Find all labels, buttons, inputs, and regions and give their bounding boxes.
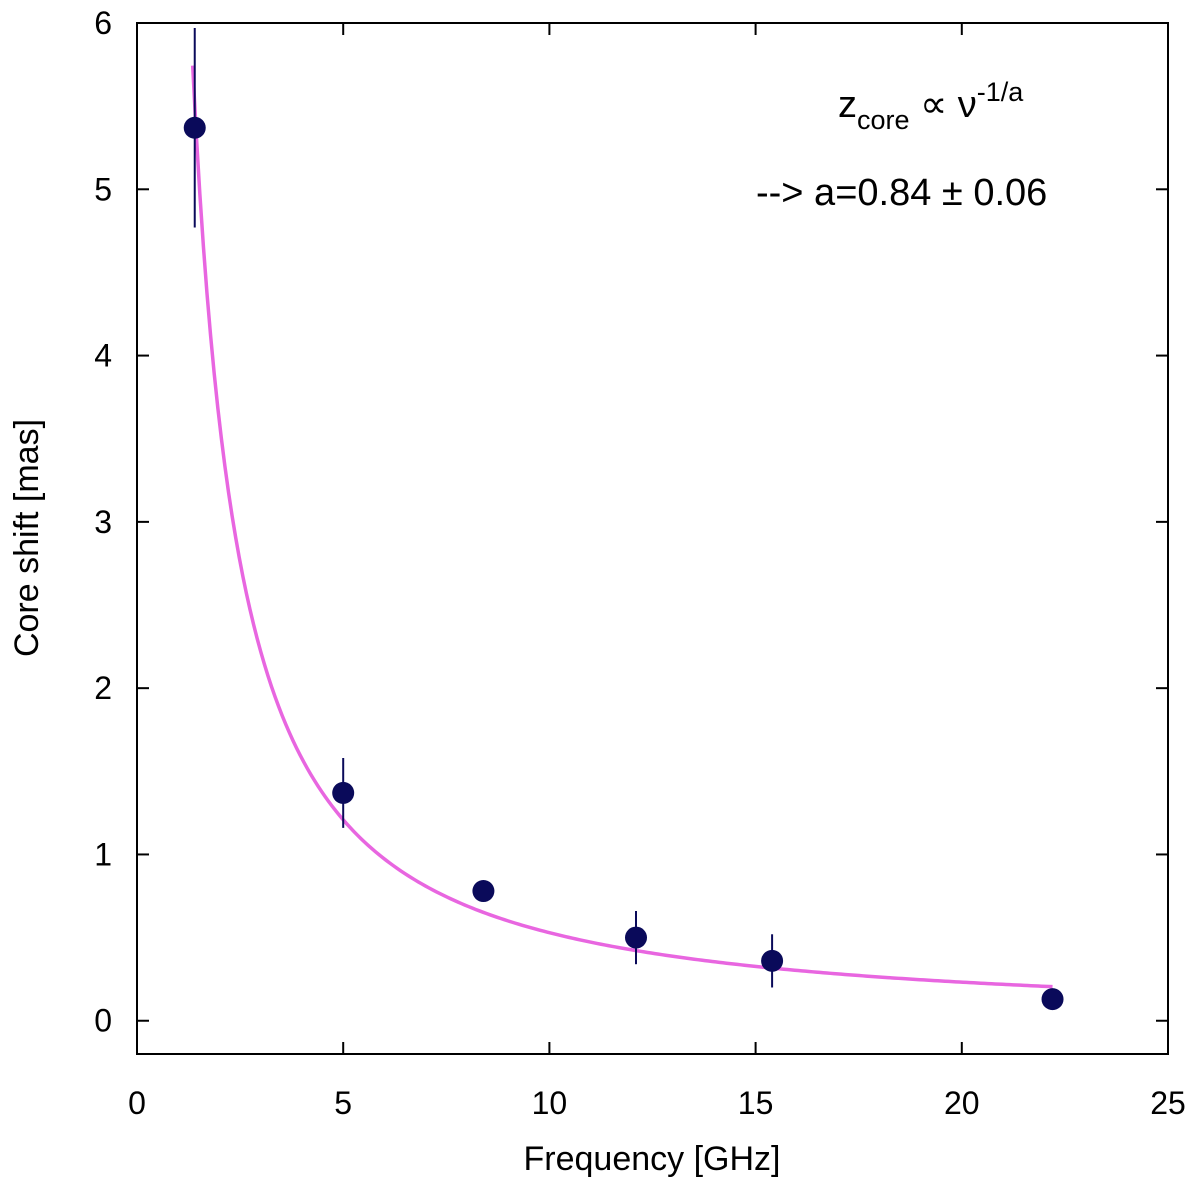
axis-tick-labels: 0 5 10 15 20 25 0 1 2 3 4 5 6 <box>94 5 1186 1121</box>
x-axis-label: Frequency [GHz] <box>524 1140 781 1178</box>
y-tick-label: 1 <box>94 836 112 872</box>
data-point <box>761 949 784 972</box>
formula-superscript: -1/a <box>977 77 1025 107</box>
formula-proportional: ∝ ν <box>910 84 977 126</box>
y-tick-label: 6 <box>94 5 112 41</box>
data-point <box>183 116 206 139</box>
y-tick-label: 0 <box>94 1003 112 1039</box>
axis-ticks <box>136 22 1169 1054</box>
plot-frame <box>136 22 1169 1055</box>
data-point <box>1041 988 1064 1011</box>
data-point <box>472 880 495 903</box>
x-tick-label: 20 <box>944 1085 980 1121</box>
y-tick-label: 5 <box>94 171 112 207</box>
formula-main: z <box>838 84 857 126</box>
formula-annotation: zcore ∝ ν-1/a <box>838 77 1024 135</box>
fit-curve <box>190 65 1053 989</box>
y-tick-label: 4 <box>94 338 112 374</box>
data-points <box>183 27 1064 1011</box>
y-tick-label: 3 <box>94 504 112 540</box>
y-axis-label: Core shift [mas] <box>8 419 46 657</box>
x-tick-label: 15 <box>738 1085 774 1121</box>
x-tick-label: 0 <box>128 1085 146 1121</box>
data-point <box>332 781 355 804</box>
data-point <box>625 926 648 949</box>
x-tick-label: 10 <box>532 1085 568 1121</box>
x-tick-label: 25 <box>1150 1085 1186 1121</box>
fit-result-annotation: --> a=0.84 ± 0.06 <box>756 172 1047 214</box>
formula-subscript: core <box>857 105 910 135</box>
x-tick-label: 5 <box>334 1085 352 1121</box>
y-tick-label: 2 <box>94 670 112 706</box>
